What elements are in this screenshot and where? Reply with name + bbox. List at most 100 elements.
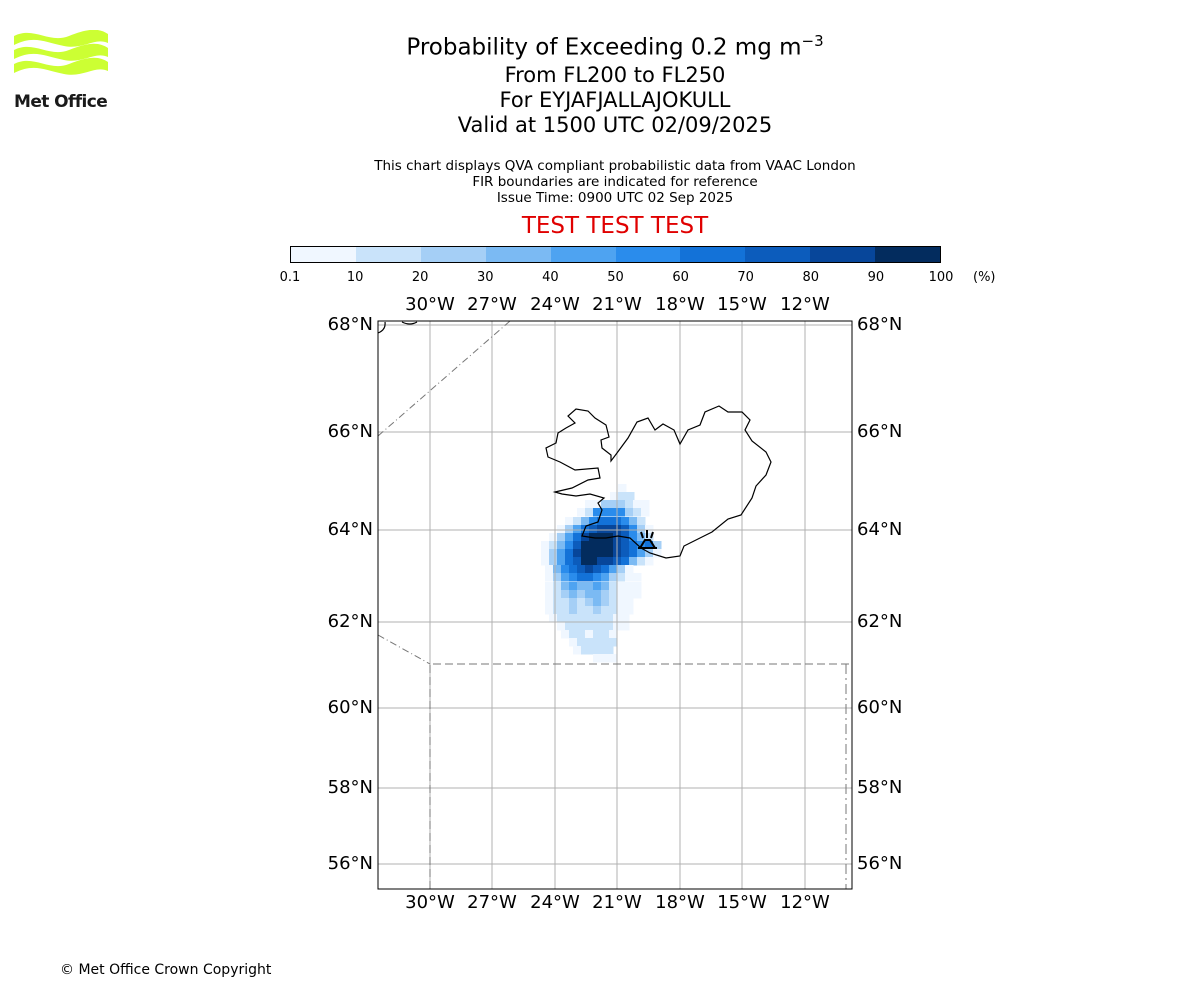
probability-cell	[625, 565, 634, 574]
probability-cell	[605, 622, 614, 631]
probability-cell	[577, 508, 586, 517]
probability-cell	[553, 598, 562, 607]
probability-cell	[593, 630, 602, 639]
axis-label: 60°N	[327, 697, 373, 718]
axis-label: 24°W	[530, 892, 580, 913]
probability-cell	[593, 582, 602, 591]
probability-cell	[618, 492, 627, 501]
probability-cell	[557, 557, 566, 566]
probability-cell	[573, 525, 582, 534]
probability-cell	[585, 500, 594, 509]
probability-cell	[609, 598, 618, 607]
probability-cell	[601, 590, 610, 599]
probability-cell	[569, 606, 578, 615]
colorbar-tick: 10	[346, 270, 364, 285]
probability-cell	[581, 549, 590, 558]
subtitle-line-2: FIR boundaries are indicated for referen…	[472, 174, 758, 190]
probability-cell	[585, 638, 594, 647]
probability-cell	[577, 573, 586, 582]
probability-cell	[545, 606, 554, 615]
probability-cell	[589, 614, 598, 623]
probability-cell	[561, 565, 570, 574]
probability-cell	[597, 517, 606, 526]
probability-cell	[593, 508, 602, 517]
axis-label: 64°N	[857, 519, 903, 540]
probability-cell	[601, 565, 610, 574]
logo-text: Met Office	[14, 92, 108, 112]
probability-cell	[573, 646, 582, 655]
axis-label: 62°N	[857, 611, 903, 632]
probability-cell	[601, 638, 610, 647]
probability-cell	[577, 598, 586, 607]
probability-cell	[633, 508, 642, 517]
probability-cell	[573, 614, 582, 623]
probability-cell	[621, 557, 630, 566]
probability-cell	[565, 622, 574, 631]
probability-cell	[577, 638, 586, 647]
probability-cell	[557, 525, 566, 534]
probability-cell	[617, 573, 626, 582]
probability-cell	[557, 533, 566, 542]
axis-label: 27°W	[467, 892, 517, 913]
probability-cell	[605, 517, 614, 526]
probability-cell	[561, 630, 570, 639]
probability-cell	[597, 622, 606, 631]
probability-cell	[585, 598, 594, 607]
probability-cell	[589, 557, 598, 566]
probability-cell	[565, 533, 574, 542]
chart-subtitle: This chart displays QVA compliant probab…	[315, 158, 915, 206]
probability-cell	[629, 525, 638, 534]
probability-cell	[617, 582, 626, 591]
probability-cell	[609, 508, 618, 517]
probability-cell	[569, 590, 578, 599]
probability-cell	[625, 582, 634, 591]
probability-cell	[589, 525, 598, 534]
probability-cell	[597, 646, 606, 655]
probability-cell	[597, 557, 606, 566]
probability-cell	[541, 557, 550, 566]
probability-cell	[629, 541, 638, 550]
probability-cell	[565, 557, 574, 566]
probability-cell	[557, 541, 566, 550]
probability-cell	[593, 654, 602, 663]
probability-cell	[621, 541, 630, 550]
probability-cell	[561, 598, 570, 607]
probability-cell	[605, 549, 614, 558]
axis-label: 12°W	[780, 294, 830, 315]
probability-cell	[557, 622, 566, 631]
probability-cell	[625, 590, 634, 599]
probability-cell	[625, 606, 634, 615]
probability-cell	[610, 492, 619, 501]
probability-cell	[581, 646, 590, 655]
probability-cell	[609, 654, 618, 663]
probability-cell	[609, 638, 618, 647]
probability-cell	[625, 598, 634, 607]
probability-cell	[569, 582, 578, 591]
axis-label: 15°W	[717, 892, 767, 913]
colorbar-bin-4	[550, 247, 616, 262]
probability-cell	[585, 573, 594, 582]
title-line-1: Probability of Exceeding 0.2 mg m−3	[406, 32, 824, 61]
probability-cell	[585, 606, 594, 615]
probability-cell	[637, 517, 646, 526]
probability-cell	[561, 590, 570, 599]
test-banner: TEST TEST TEST	[521, 213, 709, 239]
probability-cell	[589, 646, 598, 655]
probability-cell	[645, 525, 654, 534]
probability-cell	[549, 549, 558, 558]
probability-cell	[645, 541, 654, 550]
probability-cell	[593, 565, 602, 574]
axis-label: 56°N	[857, 853, 903, 874]
coastline	[377, 321, 772, 559]
probability-cell	[645, 557, 654, 566]
graticule	[378, 321, 852, 889]
probability-cell	[585, 590, 594, 599]
probability-cell	[625, 500, 634, 509]
probability-cell	[577, 606, 586, 615]
probability-cell	[553, 565, 562, 574]
colorbar-bin-7	[745, 247, 811, 262]
probability-cell	[565, 525, 574, 534]
volcano-icon	[638, 530, 657, 549]
probability-cell	[621, 622, 630, 631]
probability-cell	[617, 590, 626, 599]
